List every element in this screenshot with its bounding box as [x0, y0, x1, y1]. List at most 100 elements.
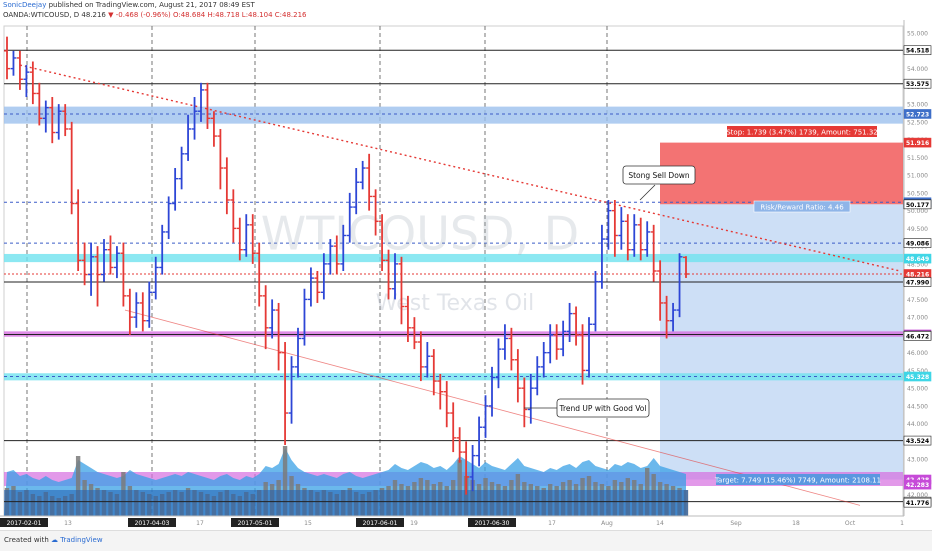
candle[interactable]	[165, 196, 172, 240]
price-label[interactable]: 43.524	[903, 435, 932, 446]
candle[interactable]	[366, 153, 373, 211]
candle[interactable]	[301, 288, 308, 346]
candle[interactable]	[152, 256, 159, 300]
candle[interactable]	[353, 168, 360, 215]
candle[interactable]	[579, 324, 586, 385]
candle[interactable]	[4, 36, 10, 80]
candle[interactable]	[81, 242, 88, 286]
candle[interactable]	[450, 402, 457, 453]
candle[interactable]	[307, 267, 314, 307]
price-label[interactable]: 53.575	[903, 78, 932, 89]
candle[interactable]	[566, 302, 573, 343]
candle[interactable]	[230, 189, 237, 243]
candle[interactable]	[68, 121, 75, 215]
candle[interactable]	[320, 253, 327, 300]
price-label[interactable]: 41.776	[903, 497, 932, 508]
candle[interactable]	[236, 217, 243, 261]
candle[interactable]	[262, 285, 269, 350]
candle[interactable]	[359, 160, 366, 190]
candle[interactable]	[133, 292, 140, 328]
candle[interactable]	[385, 249, 392, 300]
candle[interactable]	[534, 356, 541, 396]
candle[interactable]	[379, 214, 386, 271]
candle[interactable]	[508, 327, 515, 371]
candle[interactable]	[146, 281, 153, 328]
candle[interactable]	[139, 292, 146, 332]
candle[interactable]	[333, 235, 340, 275]
candle[interactable]	[592, 271, 599, 332]
candle[interactable]	[36, 82, 43, 126]
candle[interactable]	[417, 331, 424, 382]
candle[interactable]	[650, 224, 657, 282]
candle[interactable]	[670, 302, 677, 332]
zone-cyan-upper[interactable]	[4, 253, 903, 263]
candle[interactable]	[42, 100, 49, 133]
candle[interactable]	[514, 349, 521, 403]
candle[interactable]	[243, 214, 250, 257]
price-label[interactable]: 45.328	[903, 371, 932, 382]
price-label[interactable]: 52.723	[903, 109, 932, 119]
price-label[interactable]: 49.086	[903, 238, 932, 248]
candle[interactable]	[521, 377, 528, 428]
candle[interactable]	[275, 302, 282, 371]
candle[interactable]	[527, 373, 534, 424]
candle[interactable]	[172, 168, 179, 211]
candle[interactable]	[495, 338, 502, 389]
candle[interactable]	[631, 214, 638, 257]
candle[interactable]	[88, 242, 95, 296]
candle[interactable]	[469, 444, 476, 492]
candle[interactable]	[55, 104, 62, 140]
candle[interactable]	[204, 82, 211, 129]
price-label[interactable]: 50.177	[903, 199, 932, 210]
price-label[interactable]: 46.472	[903, 331, 932, 341]
candle[interactable]	[269, 299, 276, 339]
candle[interactable]	[75, 189, 82, 271]
candle[interactable]	[120, 242, 127, 307]
candle[interactable]	[501, 324, 508, 360]
candle[interactable]	[663, 295, 670, 339]
candle[interactable]	[430, 349, 437, 396]
candle[interactable]	[424, 342, 431, 378]
candle[interactable]	[476, 416, 483, 467]
candle[interactable]	[101, 239, 107, 282]
candle[interactable]	[618, 207, 625, 250]
candle[interactable]	[346, 192, 353, 243]
candle[interactable]	[23, 65, 30, 98]
candle[interactable]	[637, 217, 644, 261]
price-chart[interactable]: WTICOUSD, D West Texas Oil Stong Sell Down…	[0, 20, 932, 530]
candle[interactable]	[256, 242, 263, 307]
risk-reward-label[interactable]: Risk/Reward Ratio: 4.46	[753, 200, 851, 213]
candle[interactable]	[372, 189, 379, 236]
candle[interactable]	[340, 224, 347, 271]
zone-cyan-lower[interactable]	[4, 373, 903, 381]
candle[interactable]	[611, 199, 618, 257]
candle[interactable]	[456, 427, 463, 463]
price-label[interactable]: 51.916	[903, 137, 932, 148]
candle[interactable]	[282, 342, 289, 445]
price-label[interactable]: 42.283	[903, 479, 932, 490]
candle[interactable]	[16, 50, 23, 90]
candle[interactable]	[553, 324, 560, 360]
candle[interactable]	[676, 253, 683, 318]
candle[interactable]	[683, 256, 689, 278]
candle[interactable]	[210, 111, 217, 147]
candle[interactable]	[288, 356, 295, 424]
candle[interactable]	[249, 214, 256, 264]
time-axis[interactable]	[0, 516, 904, 530]
candle[interactable]	[489, 366, 495, 417]
candle[interactable]	[624, 214, 631, 261]
candle[interactable]	[185, 114, 192, 161]
candle[interactable]	[463, 441, 470, 495]
zone-blue-resistance[interactable]	[4, 106, 903, 124]
candle[interactable]	[404, 295, 411, 343]
candle[interactable]	[198, 82, 204, 122]
trendline-down-trend[interactable]	[19, 64, 901, 272]
tradingview-link[interactable]: TradingView	[60, 536, 103, 544]
candle[interactable]	[560, 320, 567, 357]
candle[interactable]	[482, 395, 489, 438]
candle[interactable]	[62, 104, 69, 137]
price-label[interactable]: 48.216	[903, 269, 932, 279]
stop-label[interactable]: Stop: 1.739 (3.47%) 1739, Amount: 751.32	[726, 126, 878, 137]
candle[interactable]	[126, 288, 133, 335]
candle[interactable]	[94, 246, 101, 307]
